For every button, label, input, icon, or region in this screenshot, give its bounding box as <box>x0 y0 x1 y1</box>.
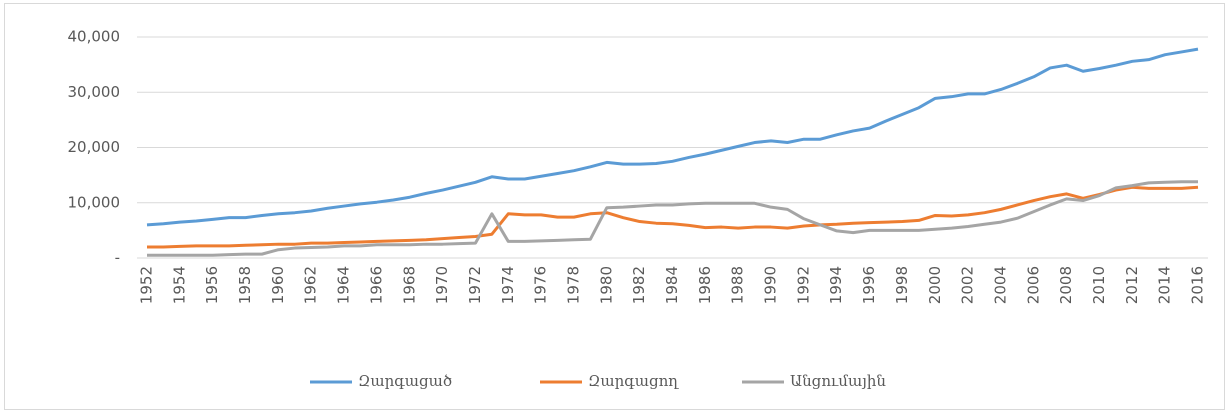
x-tick-label: 1958 <box>236 266 254 304</box>
x-tick-label: 2004 <box>991 266 1009 304</box>
legend-label: Անցումային <box>790 372 886 390</box>
x-tick-label: 1976 <box>532 266 550 304</box>
x-tick-label: 1954 <box>170 266 188 304</box>
x-tick-label: 1978 <box>564 266 582 304</box>
x-tick-label: 1998 <box>893 266 911 304</box>
x-tick-label: 1956 <box>203 266 221 304</box>
x-tick-label: 1964 <box>335 266 353 304</box>
x-tick-label: 2012 <box>1123 266 1141 304</box>
x-tick-label: 1982 <box>630 266 648 304</box>
x-tick-label: 1960 <box>269 266 287 304</box>
x-tick-label: 1996 <box>860 266 878 304</box>
x-tick-label: 1988 <box>729 266 747 304</box>
legend-label: Զարգացող <box>588 372 679 390</box>
x-tick-label: 2010 <box>1090 266 1108 304</box>
y-tick-label: - <box>115 249 120 267</box>
x-tick-label: 1972 <box>466 266 484 304</box>
y-tick-label: 20,000 <box>68 138 121 156</box>
x-tick-label: 2008 <box>1057 266 1075 304</box>
x-tick-label: 2014 <box>1156 266 1174 304</box>
x-tick-label: 1980 <box>597 266 615 304</box>
x-tick-label: 1952 <box>138 266 156 304</box>
x-tick-label: 1986 <box>696 266 714 304</box>
y-tick-label: 30,000 <box>68 83 121 101</box>
y-tick-label: 10,000 <box>68 193 121 211</box>
series-line <box>146 47 1199 227</box>
x-tick-label: 1962 <box>302 266 320 304</box>
series-line <box>147 180 1198 257</box>
x-tick-label: 1966 <box>367 266 385 304</box>
legend-label: Զարգացած <box>358 372 452 390</box>
x-tick-label: 1994 <box>827 266 845 304</box>
x-tick-label: 2002 <box>959 266 977 304</box>
x-tick-label: 1990 <box>762 266 780 304</box>
x-tick-label: 1992 <box>794 266 812 304</box>
x-tick-label: 2000 <box>926 266 944 304</box>
y-tick-label: 40,000 <box>68 28 121 46</box>
x-tick-label: 2006 <box>1024 266 1042 304</box>
x-tick-label: 2016 <box>1189 266 1207 304</box>
series-line <box>147 185 1199 249</box>
x-tick-label: 1968 <box>400 266 418 304</box>
x-tick-label: 1970 <box>433 266 451 304</box>
x-tick-label: 1974 <box>499 266 517 304</box>
x-tick-label: 1984 <box>663 266 681 304</box>
